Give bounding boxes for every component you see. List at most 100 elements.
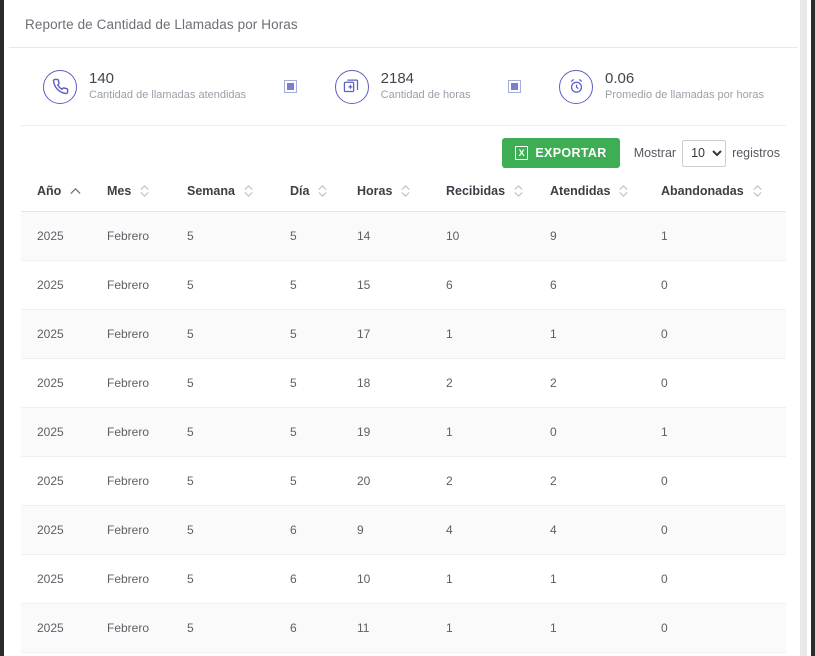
table-cell: Febrero	[107, 554, 187, 604]
table-cell: Febrero	[107, 456, 187, 506]
page-size-prefix-label: Mostrar	[633, 146, 677, 160]
table-row[interactable]: 2025 Febrero 5 6 9 4 4 0	[21, 505, 786, 555]
alarm-clock-icon	[559, 69, 594, 104]
table-cell: 12	[357, 652, 446, 656]
column-header-label: Mes	[107, 184, 132, 198]
table-cell: Febrero	[107, 358, 187, 408]
table-cell: Febrero	[107, 603, 187, 653]
table-cell: Febrero	[107, 407, 187, 457]
column-header-label: Semana	[187, 184, 235, 198]
table-row[interactable]: 2025 Febrero 5 5 15 6 6 0	[21, 260, 786, 310]
report-card: Reporte de Cantidad de Llamadas por Hora…	[9, 1, 798, 656]
table-cell: Febrero	[107, 211, 187, 261]
sort-both-icon	[753, 185, 762, 197]
page-size-select[interactable]: 102550100	[682, 139, 727, 167]
table-cell: 1	[550, 603, 661, 653]
column-header-label: Día	[290, 184, 310, 198]
table-row[interactable]: 2025 Febrero 5 6 11 1 1 0	[21, 603, 786, 653]
sort-both-icon	[514, 185, 523, 197]
table-row[interactable]: 2025 Febrero 5 5 18 2 2 0	[21, 358, 786, 408]
table-cell: 1	[446, 554, 550, 604]
square-plus-icon	[508, 80, 522, 93]
table-row[interactable]: 2025 Febrero 5 5 14 10 9 1	[21, 211, 786, 261]
table-cell: 5	[187, 260, 290, 310]
table-cell: 19	[357, 407, 446, 457]
table-cell: 5	[187, 456, 290, 506]
table-row[interactable]: 2025 Febrero 5 5 17 1 1 0	[21, 309, 786, 359]
report-table: Año Mes Semana Día Horas Recibidas Atendidas Ab…	[21, 180, 786, 656]
table-cell: 5	[290, 309, 357, 359]
table-cell: 0	[661, 358, 786, 408]
table-cell: 1	[446, 603, 550, 653]
sort-both-icon	[140, 185, 149, 197]
table-cell: 0	[661, 554, 786, 604]
table-cell: 5	[187, 554, 290, 604]
stat-label: Promedio de llamadas por horas	[605, 89, 764, 102]
column-header-atendidas[interactable]: Atendidas	[550, 180, 661, 212]
table-cell: 17	[357, 309, 446, 359]
square-plus-icon	[283, 80, 297, 93]
excel-icon: X	[515, 146, 529, 160]
sort-both-icon	[619, 185, 628, 197]
table-cell: 9	[550, 211, 661, 261]
sort-both-icon	[244, 185, 253, 197]
stat-text: 140 Cantidad de llamadas atendidas	[89, 71, 246, 101]
card-header: Reporte de Cantidad de Llamadas por Hora…	[9, 1, 798, 48]
column-header-abandonadas[interactable]: Abandonadas	[661, 180, 786, 212]
table-cell: 6	[550, 260, 661, 310]
page-size-control: Mostrar 102550100 registros	[633, 139, 780, 167]
table-cell: 1	[661, 407, 786, 457]
stat-label: Cantidad de horas	[380, 89, 471, 102]
column-header-label: Recibidas	[446, 184, 506, 198]
page-title: Reporte de Cantidad de Llamadas por Hora…	[25, 16, 298, 32]
column-header-a-o[interactable]: Año	[21, 180, 107, 212]
table-cell: 2025	[21, 260, 107, 310]
table-cell: 11	[357, 603, 446, 653]
column-header-horas[interactable]: Horas	[357, 180, 446, 212]
table-row[interactable]: 2025 Febrero 5 5 20 2 2 0	[21, 456, 786, 506]
table-cell: Febrero	[107, 652, 187, 656]
table-cell: 6	[290, 603, 357, 653]
table-cell: 15	[357, 260, 446, 310]
stats-strip: 140 Cantidad de llamadas atendidas 2184	[21, 48, 786, 126]
table-head: Año Mes Semana Día Horas Recibidas Atendidas Ab…	[21, 180, 786, 212]
table-cell: 10	[446, 211, 550, 261]
table-cell: 0	[661, 309, 786, 359]
column-header-recibidas[interactable]: Recibidas	[446, 180, 550, 212]
table-row[interactable]: 2025 Febrero 5 5 19 1 0 1	[21, 407, 786, 457]
table-cell: 2	[446, 456, 550, 506]
table-cell: 20	[357, 456, 446, 506]
table-cell: 9	[357, 505, 446, 555]
table-cell: 10	[357, 554, 446, 604]
stat-calls-attended: 140 Cantidad de llamadas atendidas	[43, 69, 246, 104]
stat-label: Cantidad de llamadas atendidas	[89, 89, 247, 102]
table-cell: Febrero	[107, 260, 187, 310]
table-row[interactable]: 2025 Febrero 5 6 10 1 1 0	[21, 554, 786, 604]
column-header-d-a[interactable]: Día	[290, 180, 357, 212]
export-button[interactable]: X EXPORTAR	[502, 138, 620, 168]
page-size-suffix-label: registros	[732, 146, 780, 160]
table-cell: 6	[290, 652, 357, 656]
table-cell: 1	[446, 407, 550, 457]
table-cell: 5	[187, 211, 290, 261]
table-row[interactable]: 2025Febrero5612660	[21, 652, 786, 656]
table-cell: 4	[446, 505, 550, 555]
stat-value: 0.06	[605, 70, 635, 88]
table-cell: 2	[550, 358, 661, 408]
column-header-label: Abandonadas	[661, 184, 744, 198]
stat-text: 0.06 Promedio de llamadas por horas	[605, 71, 764, 101]
table-cell: 5	[290, 407, 357, 457]
table-cell: 0	[661, 456, 786, 506]
stat-calls-per-hour-average: 0.06 Promedio de llamadas por horas	[559, 69, 764, 104]
table-cell: 2025	[21, 407, 107, 457]
column-header-mes[interactable]: Mes	[107, 180, 187, 212]
column-header-semana[interactable]: Semana	[187, 180, 290, 212]
stat-text: 2184 Cantidad de horas	[381, 71, 471, 101]
table-cell: 0	[661, 652, 786, 656]
table-cell: 5	[187, 505, 290, 555]
table-cell: 2025	[21, 505, 107, 555]
export-button-label: EXPORTAR	[535, 146, 607, 160]
table-cell: 2025	[21, 603, 107, 653]
table-cell: 6	[446, 260, 550, 310]
table-cell: 6	[446, 652, 550, 656]
